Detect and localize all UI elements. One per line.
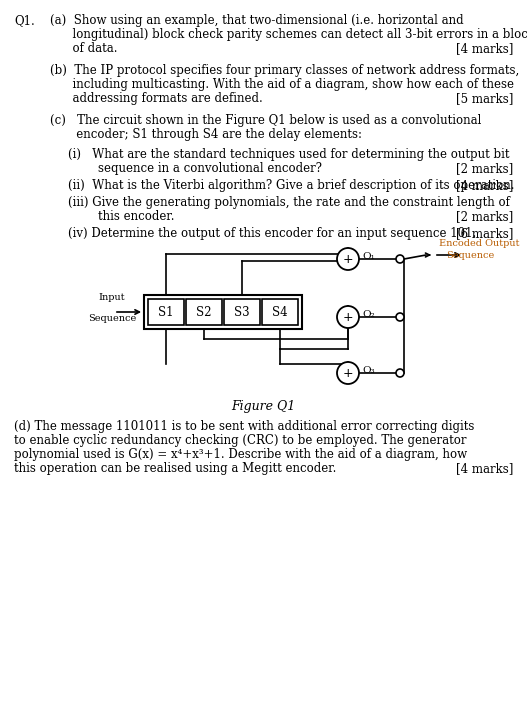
Text: encoder; S1 through S4 are the delay elements:: encoder; S1 through S4 are the delay ele…: [50, 128, 362, 141]
Text: including multicasting. With the aid of a diagram, show how each of these: including multicasting. With the aid of …: [50, 78, 514, 91]
Text: to enable cyclic redundancy checking (CRC) to be employed. The generator: to enable cyclic redundancy checking (CR…: [14, 434, 466, 447]
Bar: [224, 299, 260, 325]
Text: +: +: [343, 311, 353, 324]
Text: of data.: of data.: [50, 42, 118, 55]
Text: (iii) Give the generating polynomials, the rate and the constraint length of: (iii) Give the generating polynomials, t…: [68, 196, 510, 209]
Text: addressing formats are defined.: addressing formats are defined.: [50, 92, 263, 105]
Text: [2 marks]: [2 marks]: [456, 210, 513, 223]
Text: this operation can be realised using a Megitt encoder.: this operation can be realised using a M…: [14, 462, 336, 475]
Text: [4 marks]: [4 marks]: [456, 42, 513, 55]
Text: this encoder.: this encoder.: [68, 210, 174, 223]
Circle shape: [396, 313, 404, 321]
Text: longitudinal) block check parity schemes can detect all 3-bit errors in a block: longitudinal) block check parity schemes…: [50, 28, 527, 41]
Text: O₂: O₂: [362, 310, 375, 319]
Text: O₁: O₁: [362, 252, 375, 261]
Text: (i)   What are the standard techniques used for determining the output bit: (i) What are the standard techniques use…: [68, 148, 510, 161]
Circle shape: [337, 248, 359, 270]
Text: Q1.: Q1.: [14, 14, 35, 27]
Text: [2 marks]: [2 marks]: [456, 162, 513, 175]
Text: (c)   The circuit shown in the Figure Q1 below is used as a convolutional: (c) The circuit shown in the Figure Q1 b…: [50, 114, 481, 127]
Circle shape: [396, 255, 404, 263]
Bar: [148, 299, 184, 325]
Text: (iv) Determine the output of this encoder for an input sequence 101.: (iv) Determine the output of this encode…: [68, 227, 476, 240]
Text: Sequence: Sequence: [88, 314, 136, 323]
Text: (a)  Show using an example, that two-dimensional (i.e. horizontal and: (a) Show using an example, that two-dime…: [50, 14, 464, 27]
Text: Figure Q1: Figure Q1: [231, 400, 295, 413]
Circle shape: [396, 369, 404, 377]
Bar: [186, 299, 222, 325]
Text: S3: S3: [234, 307, 250, 319]
Text: (b)  The IP protocol specifies four primary classes of network address formats,: (b) The IP protocol specifies four prima…: [50, 64, 519, 77]
Text: Encoded Output: Encoded Output: [439, 239, 520, 248]
Text: S4: S4: [272, 307, 288, 319]
Text: [4 marks]: [4 marks]: [456, 462, 513, 475]
Text: polynomial used is G(x) = x⁴+x³+1. Describe with the aid of a diagram, how: polynomial used is G(x) = x⁴+x³+1. Descr…: [14, 448, 467, 461]
Text: [4 marks]: [4 marks]: [456, 179, 513, 192]
Text: sequence in a convolutional encoder?: sequence in a convolutional encoder?: [68, 162, 322, 175]
Text: Sequence: Sequence: [446, 251, 494, 260]
Bar: [262, 299, 298, 325]
Text: S2: S2: [196, 307, 212, 319]
Text: [5 marks]: [5 marks]: [456, 92, 513, 105]
Text: +: +: [343, 367, 353, 380]
Text: (d) The message 1101011 is to be sent with additional error correcting digits: (d) The message 1101011 is to be sent wi…: [14, 420, 474, 433]
Circle shape: [337, 306, 359, 328]
Text: +: +: [343, 253, 353, 266]
Circle shape: [337, 362, 359, 384]
Text: O₃: O₃: [362, 366, 375, 375]
Bar: [144, 295, 302, 329]
Text: Input: Input: [99, 293, 125, 302]
Text: (ii)  What is the Viterbi algorithm? Give a brief description of its operation.: (ii) What is the Viterbi algorithm? Give…: [68, 179, 514, 192]
Text: S1: S1: [158, 307, 174, 319]
Text: [6 marks]: [6 marks]: [456, 227, 513, 240]
